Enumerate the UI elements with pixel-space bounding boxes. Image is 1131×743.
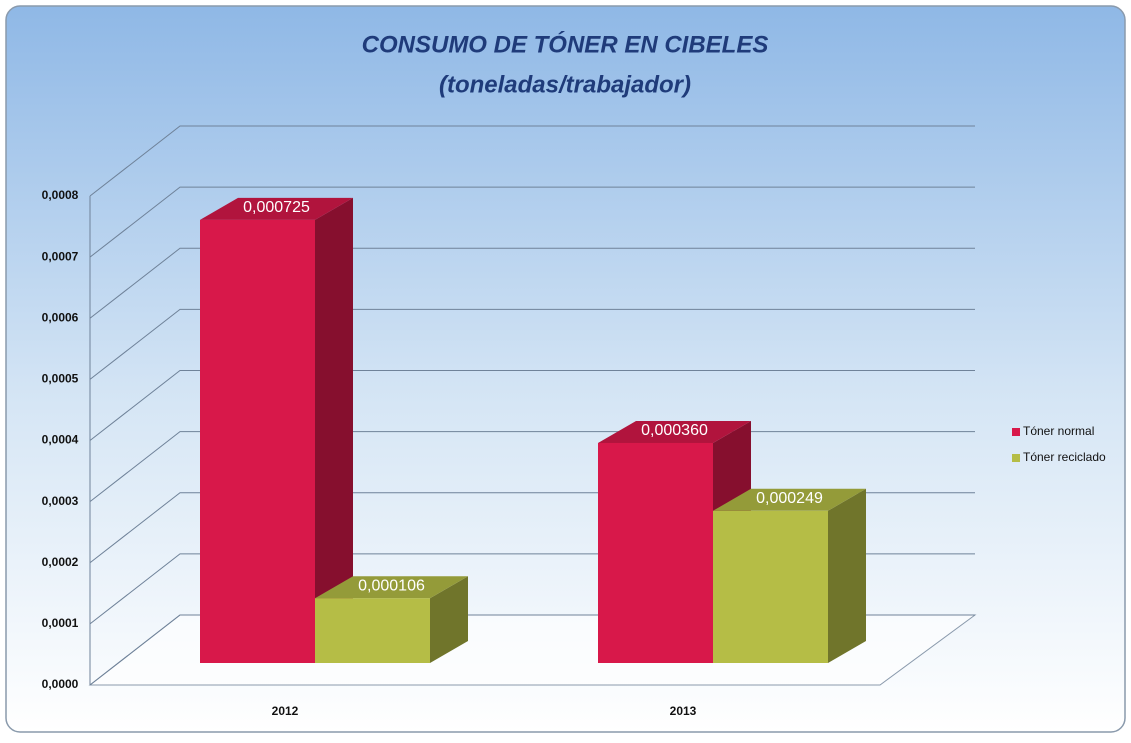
y-tick-label: 0,0006	[42, 310, 79, 324]
grid-line	[89, 370, 975, 441]
y-tick-label: 0,0007	[42, 249, 79, 263]
bar-top	[315, 576, 468, 599]
bar-side	[828, 488, 866, 663]
y-tick-label: 0,0003	[42, 494, 79, 508]
legend-swatch	[1012, 454, 1020, 462]
x-tick-label: 2013	[670, 704, 697, 718]
y-tick-label: 0,0004	[42, 433, 79, 447]
bar-side	[430, 576, 468, 663]
y-tick-label: 0,0005	[42, 372, 79, 386]
value-label: 0,000725	[243, 199, 310, 216]
bar-side	[315, 197, 353, 663]
x-tick-label: 2012	[272, 704, 299, 718]
bar-top	[200, 197, 353, 220]
value-label: 0,000106	[358, 577, 425, 594]
grid-line	[89, 247, 975, 319]
legend-label: Tóner reciclado	[1023, 450, 1106, 464]
y-tick-label: 0,0008	[42, 188, 79, 202]
bar-top	[598, 420, 751, 443]
bar	[598, 442, 713, 663]
legend-swatch	[1012, 428, 1020, 436]
grid-line	[89, 186, 975, 258]
y-tick-label: 0,0002	[42, 555, 79, 569]
bar-top	[713, 488, 866, 511]
bar	[315, 598, 430, 663]
y-tick-label: 0,0001	[42, 616, 79, 630]
chart-title: CONSUMO DE TÓNER EN CIBELES	[362, 30, 769, 58]
value-label: 0,000360	[641, 422, 708, 439]
bar	[200, 219, 315, 663]
value-label: 0,000249	[756, 490, 823, 507]
grid-line	[89, 125, 975, 197]
chart-subtitle: (toneladas/trabajador)	[439, 71, 691, 98]
y-tick-label: 0,0000	[42, 677, 79, 691]
grid-line	[89, 308, 975, 380]
legend-label: Tóner normal	[1023, 424, 1094, 438]
bar	[713, 510, 828, 663]
